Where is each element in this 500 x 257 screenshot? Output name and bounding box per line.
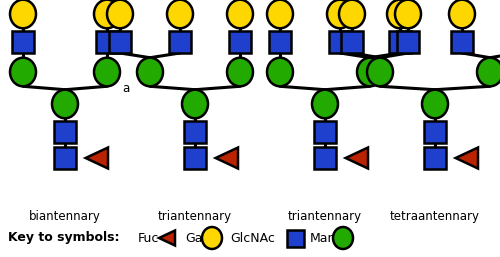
Ellipse shape — [477, 58, 500, 86]
Ellipse shape — [367, 58, 393, 86]
Ellipse shape — [52, 90, 78, 118]
Ellipse shape — [422, 90, 448, 118]
Bar — [54, 121, 76, 143]
Text: a: a — [122, 82, 129, 95]
Bar — [269, 31, 291, 53]
Bar — [54, 147, 76, 169]
Text: Gal: Gal — [185, 232, 206, 244]
Ellipse shape — [202, 227, 222, 249]
Ellipse shape — [327, 0, 353, 28]
Bar — [451, 31, 473, 53]
Ellipse shape — [182, 90, 208, 118]
Ellipse shape — [227, 0, 253, 28]
Text: Man: Man — [310, 232, 336, 244]
Bar — [96, 31, 118, 53]
Ellipse shape — [227, 58, 253, 86]
Bar — [341, 31, 363, 53]
Text: Fuc: Fuc — [138, 232, 160, 244]
Ellipse shape — [387, 0, 413, 28]
Text: triantennary: triantennary — [288, 210, 362, 223]
Ellipse shape — [267, 58, 293, 86]
Text: Key to symbols:: Key to symbols: — [8, 232, 119, 244]
Text: GlcNAc: GlcNAc — [230, 232, 275, 244]
Ellipse shape — [10, 58, 36, 86]
Ellipse shape — [267, 0, 293, 28]
Bar — [314, 121, 336, 143]
Bar — [229, 31, 251, 53]
Ellipse shape — [137, 58, 163, 86]
Polygon shape — [159, 231, 175, 245]
Bar — [314, 147, 336, 169]
Ellipse shape — [94, 58, 120, 86]
Ellipse shape — [357, 58, 383, 86]
Bar — [286, 230, 304, 246]
Text: b: b — [380, 77, 388, 90]
Bar — [424, 147, 446, 169]
Bar — [109, 31, 131, 53]
Text: tetraantennary: tetraantennary — [390, 210, 480, 223]
Ellipse shape — [312, 90, 338, 118]
Bar — [12, 31, 34, 53]
Ellipse shape — [94, 0, 120, 28]
Ellipse shape — [395, 0, 421, 28]
Ellipse shape — [449, 0, 475, 28]
Polygon shape — [456, 148, 478, 169]
Text: triantennary: triantennary — [158, 210, 232, 223]
Polygon shape — [216, 148, 238, 169]
Ellipse shape — [167, 0, 193, 28]
Ellipse shape — [339, 0, 365, 28]
Bar — [184, 121, 206, 143]
Bar — [329, 31, 351, 53]
Ellipse shape — [107, 0, 133, 28]
Bar — [397, 31, 419, 53]
Polygon shape — [86, 148, 108, 169]
Ellipse shape — [10, 0, 36, 28]
Bar — [169, 31, 191, 53]
Text: biantennary: biantennary — [29, 210, 101, 223]
Bar — [424, 121, 446, 143]
Bar — [389, 31, 411, 53]
Polygon shape — [346, 148, 368, 169]
Ellipse shape — [333, 227, 353, 249]
Bar — [184, 147, 206, 169]
